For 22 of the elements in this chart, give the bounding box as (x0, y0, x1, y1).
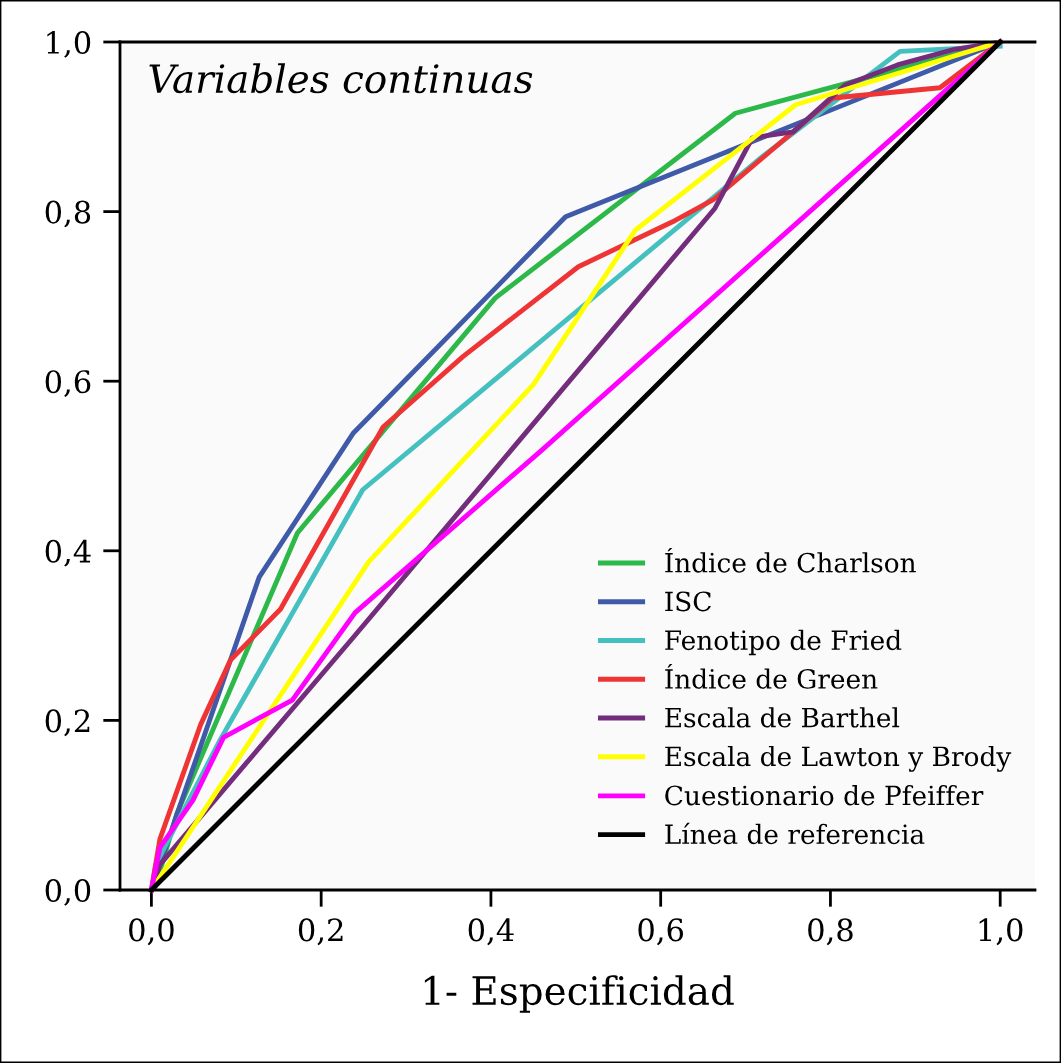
x-tick-label: 1,0 (979, 918, 1023, 946)
y-tick-label: 0,6 (45, 370, 91, 397)
legend-label: Escala de Lawton y Brody (665, 745, 1012, 772)
legend-label: Fenotipo de Fried (665, 629, 902, 656)
y-tick-label: 1,0 (47, 30, 91, 58)
x-axis-title: 1- Especificidad (424, 975, 734, 1013)
x-tick-label: 0,2 (298, 918, 343, 946)
y-tick-label: 0,8 (45, 200, 91, 228)
legend-label: ISC (665, 591, 711, 612)
x-tick-label: 0,6 (638, 918, 684, 946)
y-tick-label: 0,0 (45, 878, 91, 906)
legend-label: Escala de Barthel (665, 707, 900, 728)
x-tick-label: 0,0 (129, 918, 174, 946)
legend-label: Línea de referencia (665, 822, 925, 845)
y-tick-label: 0,2 (45, 709, 90, 737)
y-tick-label: 0,4 (45, 539, 91, 567)
legend-label: Índice de Charlson (665, 547, 916, 573)
x-tick-label: 0,4 (468, 918, 514, 946)
chart-title: Variables continuas (149, 63, 533, 94)
x-tick-label: 0,8 (808, 918, 853, 946)
legend-label: Índice de Green (665, 664, 878, 689)
legend-label: Cuestionario de Pfeiffer (665, 785, 984, 806)
